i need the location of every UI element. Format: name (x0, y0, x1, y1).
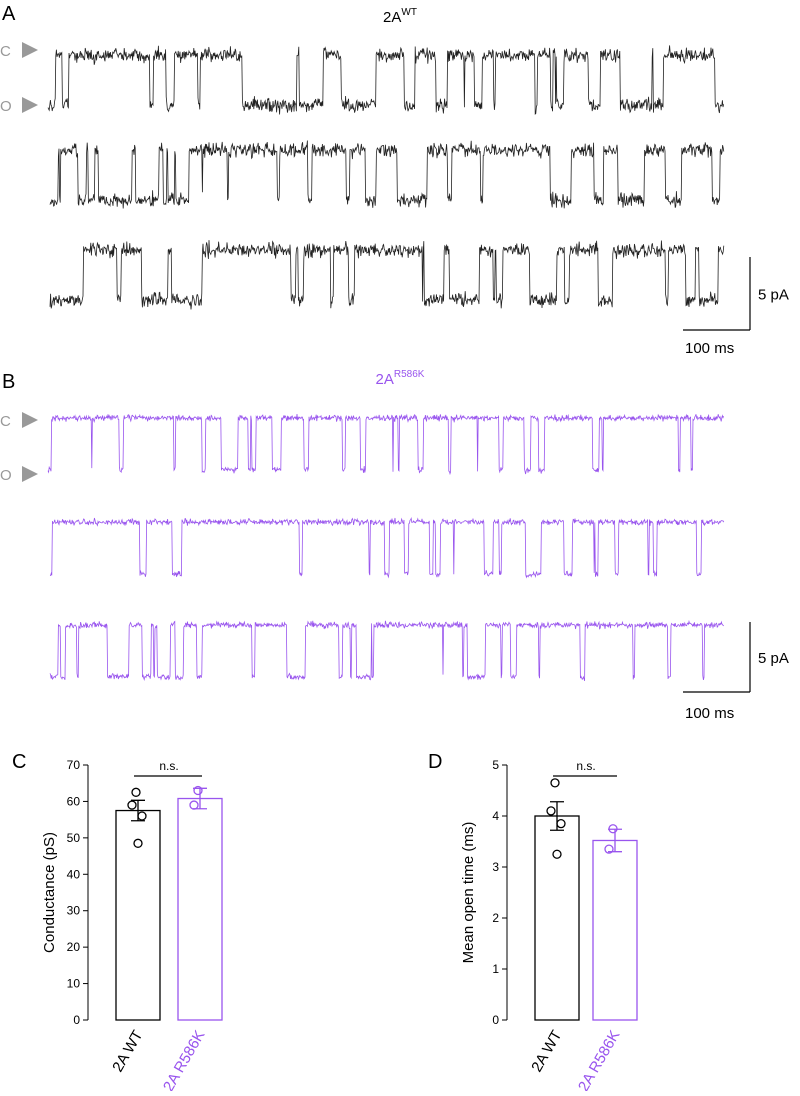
y-tick-label: 10 (67, 977, 81, 991)
y-tick-label: 70 (67, 758, 81, 772)
data-point (546, 806, 556, 816)
title-sup: WT (401, 7, 417, 18)
scale-label-y: 5 pA (758, 650, 789, 667)
state-label: C (0, 413, 11, 430)
bar (534, 815, 580, 1021)
current-trace (49, 240, 725, 310)
scale-label-y: 5 pA (758, 287, 789, 304)
y-tick-label: 30 (67, 904, 81, 918)
bar (177, 797, 223, 1021)
state-label: O (0, 467, 12, 484)
state-arrow (22, 97, 38, 113)
y-tick-label: 60 (67, 794, 81, 808)
y-tick-label: 2 (492, 911, 499, 925)
bar (592, 839, 638, 1021)
trace-title: 2AWT (383, 7, 417, 26)
scale-label-x: 100 ms (685, 340, 734, 357)
panel-label: D (428, 751, 442, 773)
data-point (189, 800, 199, 810)
state-label: C (0, 43, 11, 60)
x-tick-label: 2A WT (109, 1028, 146, 1075)
y-tick-label: 1 (492, 962, 499, 976)
data-point (131, 787, 141, 797)
current-trace (47, 45, 724, 115)
data-point (552, 849, 562, 859)
y-tick-label: 4 (492, 809, 499, 823)
panel-label: C (12, 751, 26, 773)
y-tick-label: 40 (67, 867, 81, 881)
data-point (127, 800, 137, 810)
current-trace (47, 413, 724, 476)
data-point (133, 838, 143, 848)
title-sup: R586K (394, 369, 425, 380)
y-axis-label: Mean open time (ms) (460, 822, 477, 964)
current-trace (49, 140, 725, 209)
state-arrow (22, 466, 38, 482)
current-trace (49, 619, 724, 682)
data-point (604, 844, 614, 854)
trace-title: 2AR586K (376, 369, 425, 388)
y-tick-label: 20 (67, 940, 81, 954)
y-tick-label: 5 (492, 758, 499, 772)
significance-label: n.s. (576, 759, 595, 773)
x-tick-label: 2A R586K (575, 1028, 624, 1092)
y-tick-label: 0 (73, 1013, 80, 1027)
title-main: 2A (376, 371, 394, 388)
error-bar (608, 828, 622, 853)
panel-label: A (2, 3, 16, 25)
y-tick-label: 3 (492, 860, 499, 874)
panel-label: B (2, 371, 15, 393)
title-main: 2A (383, 9, 401, 26)
scale-label-x: 100 ms (685, 705, 734, 722)
y-tick-label: 50 (67, 831, 81, 845)
x-tick-label: 2A R586K (160, 1028, 209, 1092)
significance-label: n.s. (159, 759, 178, 773)
current-trace (49, 516, 725, 579)
data-point (556, 819, 566, 829)
data-point (550, 778, 560, 788)
bar (115, 809, 161, 1021)
state-label: O (0, 98, 12, 115)
state-arrow (22, 412, 38, 428)
x-tick-label: 2A WT (528, 1028, 565, 1075)
data-point (137, 811, 147, 821)
y-axis-label: Conductance (pS) (41, 832, 58, 953)
state-arrow (22, 42, 38, 58)
data-point (193, 785, 203, 796)
data-point (608, 824, 618, 834)
y-tick-label: 0 (492, 1013, 499, 1027)
